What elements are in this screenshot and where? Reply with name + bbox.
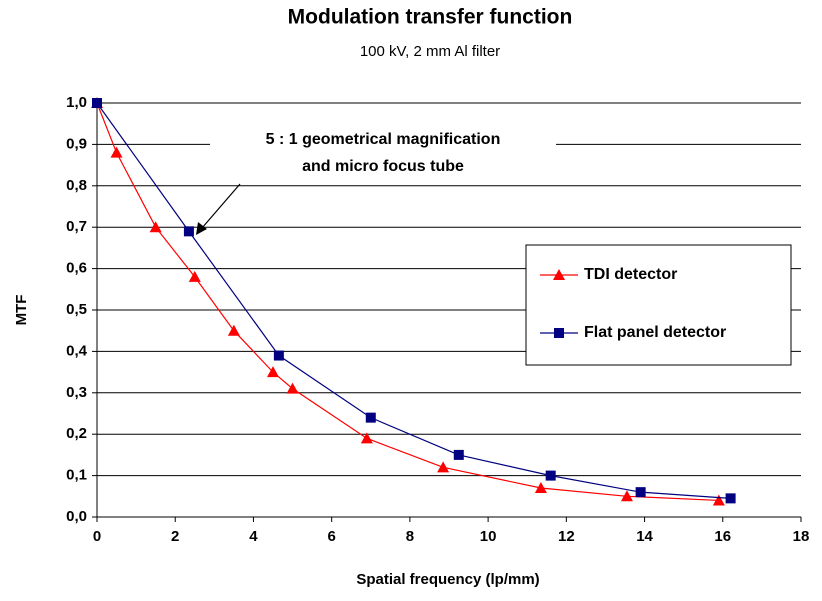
data-point — [273, 350, 284, 361]
y-tick-label: 0,7 — [66, 218, 87, 235]
data-point — [534, 482, 547, 494]
data-point — [149, 221, 162, 233]
legend-label: TDI detector — [584, 266, 677, 283]
data-point — [227, 324, 240, 336]
data-point — [545, 470, 556, 481]
legend-marker — [554, 328, 564, 338]
data-point — [453, 449, 464, 460]
y-tick-label: 0,1 — [66, 467, 87, 484]
annotation-arrowhead — [196, 222, 207, 235]
legend-marker — [553, 269, 565, 280]
data-point — [110, 146, 123, 158]
data-point — [183, 226, 194, 237]
y-tick-label: 0,8 — [66, 177, 87, 194]
data-point — [360, 432, 373, 444]
x-tick-label: 14 — [636, 528, 653, 545]
y-tick-label: 0,6 — [66, 260, 87, 277]
series-line — [96, 102, 731, 499]
y-tick-label: 0,9 — [66, 135, 87, 152]
data-point — [620, 490, 633, 502]
annotation: and micro focus tube — [302, 158, 464, 175]
data-point — [365, 412, 376, 423]
x-tick-label: 2 — [171, 528, 179, 545]
annotation-bg — [210, 128, 556, 182]
y-tick-label: 0,3 — [66, 384, 87, 401]
data-point — [635, 487, 646, 498]
data-point — [725, 493, 736, 504]
x-axis-label: Spatial frequency (lp/mm) — [356, 571, 539, 588]
x-tick-label: 10 — [480, 528, 497, 545]
y-tick-label: 1,0 — [66, 94, 87, 111]
legend-label: Flat panel detector — [584, 324, 726, 341]
data-point — [286, 382, 299, 394]
data-point — [267, 366, 279, 378]
y-axis-label: MTF — [13, 295, 30, 326]
y-tick-label: 0,4 — [66, 342, 88, 359]
y-tick-label: 0,0 — [66, 508, 87, 525]
legend — [525, 244, 792, 366]
x-tick-label: 16 — [714, 528, 731, 545]
data-point — [92, 98, 102, 108]
annotation: 5 : 1 geometrical magnification — [266, 131, 501, 148]
data-point — [188, 270, 201, 282]
x-tick-label: 6 — [327, 528, 335, 545]
x-tick-label: 12 — [558, 528, 575, 545]
series-line — [96, 102, 719, 502]
x-tick-label: 18 — [793, 528, 810, 545]
data-point — [437, 461, 450, 473]
chart-subtitle: 100 kV, 2 mm Al filter — [360, 43, 500, 60]
chart-title: Modulation transfer function — [288, 6, 573, 29]
y-tick-label: 0,5 — [66, 301, 87, 318]
x-tick-label: 8 — [406, 528, 414, 545]
x-tick-label: 4 — [249, 528, 258, 545]
y-tick-label: 0,2 — [66, 425, 87, 442]
annotation-arrow — [201, 183, 241, 229]
data-point — [712, 494, 725, 506]
x-tick-label: 0 — [93, 528, 101, 545]
